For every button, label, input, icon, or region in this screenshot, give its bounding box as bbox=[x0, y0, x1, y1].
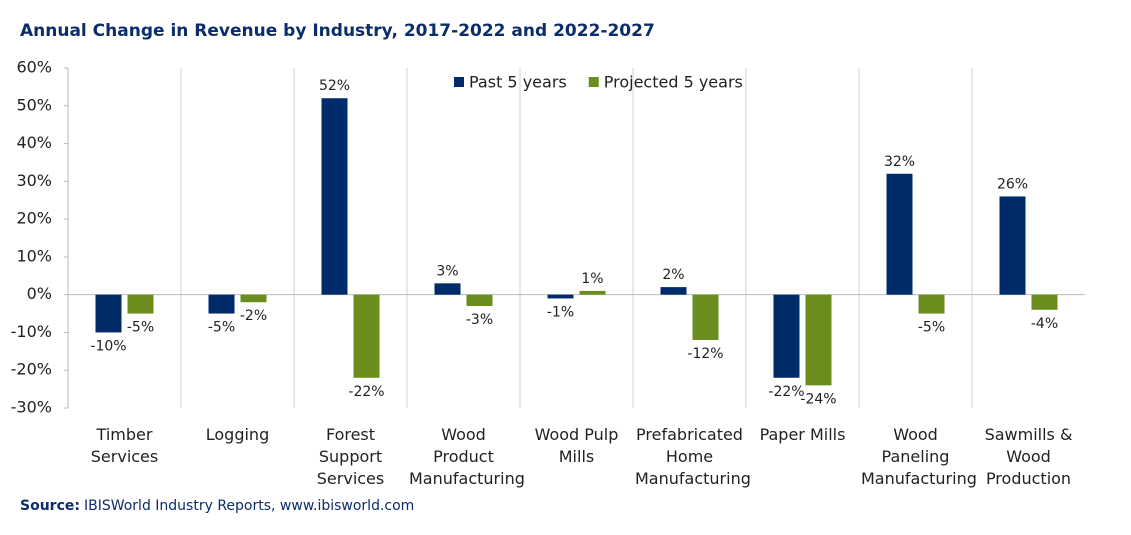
bar bbox=[692, 294, 719, 340]
x-tick-label: Sawmills & Wood Production bbox=[984, 425, 1073, 488]
source-text: IBISWorld Industry Reports, www.ibisworl… bbox=[83, 498, 415, 514]
value-label: 3% bbox=[436, 263, 458, 279]
x-tick-label: Wood Product Manufacturing bbox=[409, 425, 525, 488]
value-label: -1% bbox=[547, 304, 574, 320]
bar bbox=[353, 294, 380, 378]
bar bbox=[660, 287, 687, 295]
bar bbox=[240, 294, 267, 303]
bar bbox=[547, 294, 574, 299]
x-tick-label: Paper Mills bbox=[759, 425, 846, 444]
bar bbox=[127, 294, 154, 314]
y-tick-label: 50% bbox=[16, 95, 52, 114]
y-tick-label: -30% bbox=[11, 398, 52, 417]
x-tick-label: Prefabricated Home Manufacturing bbox=[635, 425, 751, 488]
legend-swatch bbox=[454, 77, 464, 87]
value-label: -10% bbox=[90, 338, 126, 354]
x-tick-label: Timber Services bbox=[90, 425, 159, 466]
x-tick-label: Forest Support Services bbox=[316, 425, 385, 488]
bar bbox=[886, 173, 913, 295]
bar bbox=[805, 294, 832, 386]
value-label: -4% bbox=[1031, 316, 1058, 332]
bar bbox=[773, 294, 800, 378]
bar bbox=[321, 98, 348, 295]
chart-title: Annual Change in Revenue by Industry, 20… bbox=[20, 21, 655, 41]
legend-swatch bbox=[588, 77, 599, 87]
value-label: -12% bbox=[687, 346, 723, 362]
value-label: -5% bbox=[918, 320, 945, 336]
value-label: -5% bbox=[127, 320, 154, 336]
value-label: -5% bbox=[208, 320, 235, 336]
value-label: 2% bbox=[662, 267, 684, 283]
bar bbox=[579, 290, 606, 295]
source: Source: IBISWorld Industry Reports, www.i… bbox=[20, 498, 414, 514]
value-label: -22% bbox=[348, 384, 384, 400]
y-tick-label: 0% bbox=[27, 284, 52, 303]
value-label: -22% bbox=[768, 384, 804, 400]
value-label: -2% bbox=[240, 308, 267, 324]
value-label: 1% bbox=[581, 271, 603, 287]
y-tick-label: 20% bbox=[16, 209, 52, 228]
bar bbox=[208, 294, 235, 314]
bar bbox=[466, 294, 493, 306]
value-label: -24% bbox=[800, 391, 836, 407]
source-label: Source: bbox=[20, 498, 80, 514]
y-tick-label: -10% bbox=[11, 322, 52, 341]
bar bbox=[434, 283, 461, 295]
legend-label: Past 5 years bbox=[469, 73, 567, 92]
value-label: 32% bbox=[884, 154, 915, 170]
bar bbox=[95, 294, 122, 333]
value-label: 52% bbox=[319, 78, 350, 94]
legend-label: Projected 5 years bbox=[604, 73, 743, 92]
x-tick-label: Logging bbox=[205, 425, 270, 444]
y-tick-label: 30% bbox=[16, 171, 52, 190]
value-label: 26% bbox=[997, 176, 1028, 192]
bar bbox=[918, 294, 945, 314]
bar bbox=[1031, 294, 1058, 310]
y-tick-label: 40% bbox=[16, 133, 52, 152]
value-label: -3% bbox=[466, 312, 493, 328]
bar bbox=[999, 196, 1026, 295]
y-tick-label: 10% bbox=[16, 246, 52, 265]
x-tick-label: Wood Paneling Manufacturing bbox=[861, 425, 977, 488]
x-tick-label: Wood Pulp Mills bbox=[534, 425, 619, 466]
y-tick-label: -20% bbox=[11, 360, 52, 379]
y-tick-label: 60% bbox=[16, 58, 52, 77]
